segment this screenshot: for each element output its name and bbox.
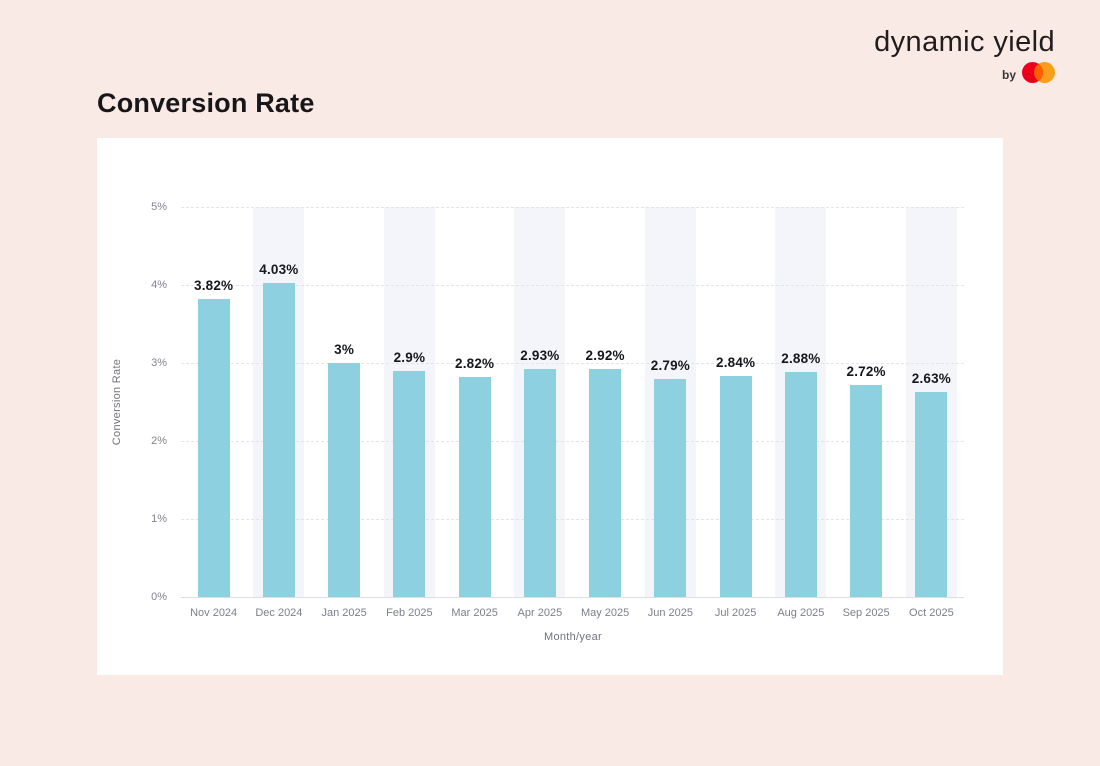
- plot-area: 3.82% Nov 2024 4.03% Dec 2024 3% Jan 2025 2.9%…: [181, 207, 964, 620]
- gridline: [181, 597, 964, 598]
- chart-column: 2.72% Sep 2025: [834, 207, 899, 619]
- bar[interactable]: [523, 368, 556, 597]
- x-tick-label: Feb 2025: [386, 607, 433, 619]
- bar-value-label: 4.03%: [259, 261, 299, 277]
- chart-column: 2.92% May 2025: [573, 207, 638, 619]
- brand-logo-text: dynamic yield: [874, 26, 1055, 58]
- bar-value-label: 2.72%: [846, 363, 886, 379]
- gridline: [181, 363, 964, 364]
- chart-column: 2.9% Feb 2025: [377, 207, 442, 619]
- gridline: [181, 285, 964, 286]
- bar[interactable]: [719, 375, 752, 597]
- y-tick-label: 0%: [151, 591, 167, 603]
- mastercard-logo-icon: [1022, 61, 1055, 88]
- x-tick-label: Dec 2024: [255, 607, 303, 619]
- bar-value-label: 2.79%: [650, 358, 691, 374]
- brand-logo: dynamic yield by: [874, 26, 1055, 88]
- bar-value-label: 2.82%: [454, 356, 495, 371]
- bar[interactable]: [589, 369, 622, 597]
- bar-value-label: 2.63%: [911, 370, 952, 386]
- x-tick-label: Jan 2025: [321, 607, 367, 619]
- bar-value-label: 2.92%: [585, 348, 625, 364]
- x-tick-label: May 2025: [580, 607, 630, 619]
- y-tick-label: 3%: [151, 357, 167, 369]
- y-tick-label: 5%: [151, 201, 167, 213]
- bar-value-label: 3%: [334, 342, 355, 357]
- gridline: [181, 207, 964, 208]
- chart-card: Conversion Rate Month/year 3.82% Nov 2024…: [97, 138, 1003, 675]
- x-tick-label: Nov 2024: [190, 607, 238, 619]
- x-tick-label: Jul 2025: [714, 607, 757, 619]
- bar[interactable]: [915, 391, 948, 597]
- chart-column: 2.88% Aug 2025: [768, 207, 833, 619]
- chart-column: 3.82% Nov 2024: [181, 207, 246, 619]
- x-tick-label: Jun 2025: [647, 607, 694, 619]
- x-tick-label: Sep 2025: [842, 607, 890, 619]
- x-tick-label: Apr 2025: [517, 607, 563, 619]
- y-tick-label: 2%: [151, 435, 167, 447]
- chart-column: 2.82% Mar 2025: [442, 207, 507, 619]
- bar-value-label: 3.82%: [193, 278, 234, 293]
- chart-column: 2.93% Apr 2025: [507, 207, 572, 619]
- bar-value-label: 2.88%: [781, 351, 821, 367]
- bar[interactable]: [197, 299, 230, 597]
- x-tick-label: Oct 2025: [909, 607, 954, 619]
- x-tick-label: Mar 2025: [451, 607, 498, 619]
- y-axis-title: Conversion Rate: [111, 358, 123, 446]
- bar-value-label: 2.93%: [520, 347, 560, 363]
- chart-column: 2.84% Jul 2025: [703, 207, 768, 620]
- chart-column: 2.79% Jun 2025: [638, 207, 703, 619]
- x-axis-title: Month/year: [543, 631, 603, 643]
- bar[interactable]: [850, 384, 883, 597]
- gridline: [181, 441, 964, 442]
- bar[interactable]: [262, 282, 295, 597]
- y-tick-label: 4%: [151, 279, 167, 291]
- gridline: [181, 519, 964, 520]
- chart-column: 3% Jan 2025: [312, 207, 377, 619]
- brand-byline: by: [874, 61, 1055, 88]
- bar-value-label: 2.9%: [393, 349, 426, 365]
- bar-value-label: 2.84%: [715, 354, 756, 370]
- bar[interactable]: [654, 379, 687, 597]
- chart-column: 4.03% Dec 2024: [246, 207, 311, 619]
- bar[interactable]: [784, 372, 817, 597]
- x-tick-label: Aug 2025: [777, 607, 825, 619]
- bar[interactable]: [458, 377, 491, 597]
- y-tick-label: 1%: [151, 513, 167, 525]
- page-title: Conversion Rate: [97, 88, 315, 118]
- bar[interactable]: [393, 370, 426, 597]
- bar-columns: 3.82% Nov 2024 4.03% Dec 2024 3% Jan 2025 2.9%…: [181, 207, 964, 620]
- bar[interactable]: [328, 363, 361, 597]
- chart-column: 2.63% Oct 2025: [899, 207, 964, 619]
- byline-text: by: [1001, 67, 1016, 82]
